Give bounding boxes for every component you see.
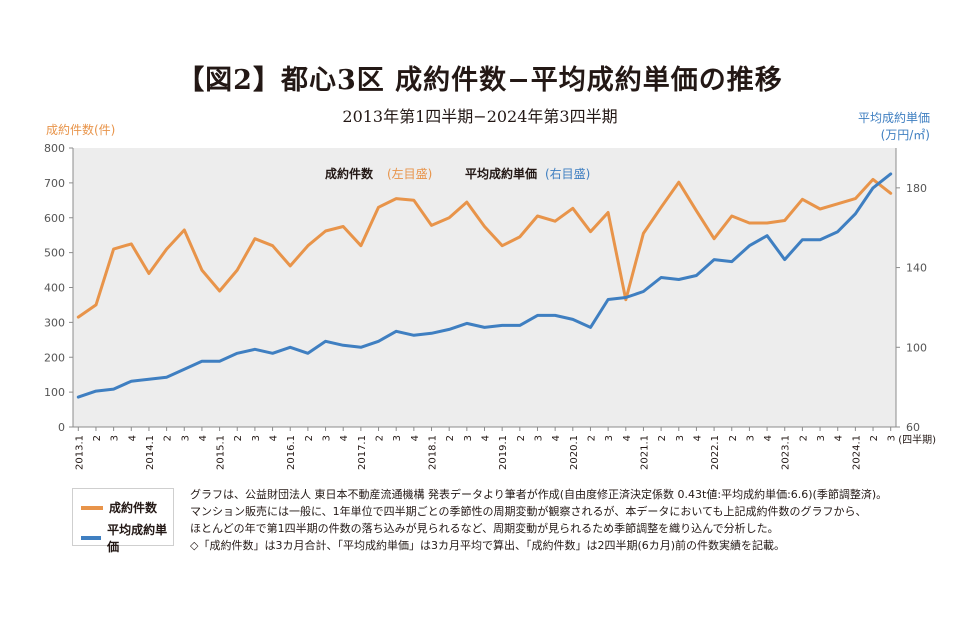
x-tick-label: 2 — [163, 435, 174, 441]
x-tick-label: 2024.1 — [851, 435, 862, 470]
x-tick-label: 4 — [692, 435, 703, 441]
x-tick-label: 2023.1 — [781, 435, 792, 470]
left-tick-label: 600 — [44, 212, 65, 225]
x-tick-label: 3 — [887, 435, 898, 441]
x-tick-label: 4 — [410, 435, 421, 441]
right-tick-label: 60 — [906, 421, 920, 434]
x-tick-label: 3 — [675, 435, 686, 441]
x-tick-label: 4 — [198, 435, 209, 441]
left-tick-label: 300 — [44, 316, 65, 329]
right-axis-title-unit: (万円/㎡) — [881, 128, 930, 142]
x-tick-label: 2 — [728, 435, 739, 441]
x-tick-label: 3 — [180, 435, 191, 441]
legend-item-count: 成約件数 — [81, 499, 157, 516]
left-tick-label: 500 — [44, 247, 65, 260]
left-tick-label: 700 — [44, 177, 65, 190]
inline-legend-count-label: 成約件数 — [325, 166, 374, 181]
x-tick-label: 2 — [445, 435, 456, 441]
legend-item-price: 平均成約単価 — [81, 521, 173, 555]
x-tick-label: 3 — [463, 435, 474, 441]
chart-title: 【図2】都心3区 成約件数−平均成約単価の推移 — [177, 65, 783, 96]
x-tick-label: 2019.1 — [498, 435, 509, 470]
x-tick-label: 2021.1 — [639, 435, 650, 470]
x-tick-label: 2 — [516, 435, 527, 441]
left-tick-label: 200 — [44, 351, 65, 364]
x-tick-label: 4 — [763, 435, 774, 441]
x-tick-label: 2 — [92, 435, 103, 441]
x-tick-label: 2018.1 — [428, 435, 439, 470]
footnote-line: ◇「成約件数」は3カ月合計、「平均成約単価」は3カ月平均で算出、「成約件数」は2… — [190, 539, 786, 552]
x-tick-label: 3 — [533, 435, 544, 441]
x-tick-label: 2017.1 — [357, 435, 368, 470]
x-tick-label: 2 — [304, 435, 315, 441]
x-tick-label: 3 — [251, 435, 262, 441]
legend-swatch-count — [81, 505, 103, 510]
legend-label-count: 成約件数 — [109, 501, 158, 515]
left-tick-label: 0 — [58, 421, 65, 434]
left-axis-title: 成約件数(件) — [46, 122, 115, 137]
right-tick-label: 180 — [906, 182, 927, 195]
footnote-line: ほとんどの年で第1四半期の件数の落ち込みが見られるなど、周期変動が見られるため季… — [190, 522, 779, 535]
footnote-line: グラフは、公益財団法人 東日本不動産流通機構 発表データより筆者が作成(自由度修… — [190, 488, 888, 501]
legend-label-price: 平均成約単価 — [107, 523, 168, 554]
right-tick-label: 100 — [906, 341, 927, 354]
x-axis-unit: (四半期) — [898, 433, 936, 446]
left-tick-label: 400 — [44, 282, 65, 295]
x-tick-label: 4 — [269, 435, 280, 441]
x-tick-label: 2 — [375, 435, 386, 441]
inline-legend-price-axis: (右目盛) — [545, 166, 590, 181]
x-tick-label: 2015.1 — [216, 435, 227, 470]
x-tick-label: 2014.1 — [145, 435, 156, 470]
plot-area — [73, 148, 896, 427]
right-tick-label: 140 — [906, 262, 927, 275]
x-tick-label: 2 — [657, 435, 668, 441]
series-line-price — [76, 172, 893, 399]
x-tick-label: 2016.1 — [286, 435, 297, 470]
right-axis-title: 平均成約単価 — [858, 110, 930, 125]
x-tick-label: 2013.1 — [74, 435, 85, 470]
x-tick-label: 3 — [110, 435, 121, 441]
inline-legend-price-label: 平均成約単価 — [465, 166, 537, 181]
x-tick-label: 4 — [127, 435, 138, 441]
x-tick-label: 4 — [481, 435, 492, 441]
footnotes: グラフは、公益財団法人 東日本不動産流通機構 発表データより筆者が作成(自由度修… — [190, 486, 930, 554]
x-tick-label: 2 — [869, 435, 880, 441]
x-tick-label: 2 — [798, 435, 809, 441]
series-line-count — [76, 177, 893, 319]
x-tick-label: 2022.1 — [710, 435, 721, 470]
left-tick-label: 800 — [44, 142, 65, 155]
chart-subtitle: 2013年第1四半期−2024年第3四半期 — [342, 107, 618, 126]
x-tick-label: 3 — [816, 435, 827, 441]
x-tick-label: 4 — [339, 435, 350, 441]
x-tick-label: 3 — [745, 435, 756, 441]
x-tick-label: 3 — [322, 435, 333, 441]
x-tick-label: 2 — [586, 435, 597, 441]
legend-swatch-price — [81, 536, 102, 540]
x-tick-label: 4 — [834, 435, 845, 441]
x-tick-label: 2020.1 — [569, 435, 580, 470]
footnote-line: マンション販売には一般に、1年単位で四半期ごとの季節性の周期変動が観察されるが、… — [190, 505, 867, 518]
x-tick-label: 2 — [233, 435, 244, 441]
x-tick-label: 4 — [622, 435, 633, 441]
x-tick-label: 3 — [604, 435, 615, 441]
x-tick-label: 3 — [392, 435, 403, 441]
legend: 成約件数 平均成約単価 — [72, 488, 174, 554]
left-tick-label: 100 — [44, 386, 65, 399]
inline-legend-count-axis: (左目盛) — [387, 166, 432, 181]
x-tick-label: 4 — [551, 435, 562, 441]
